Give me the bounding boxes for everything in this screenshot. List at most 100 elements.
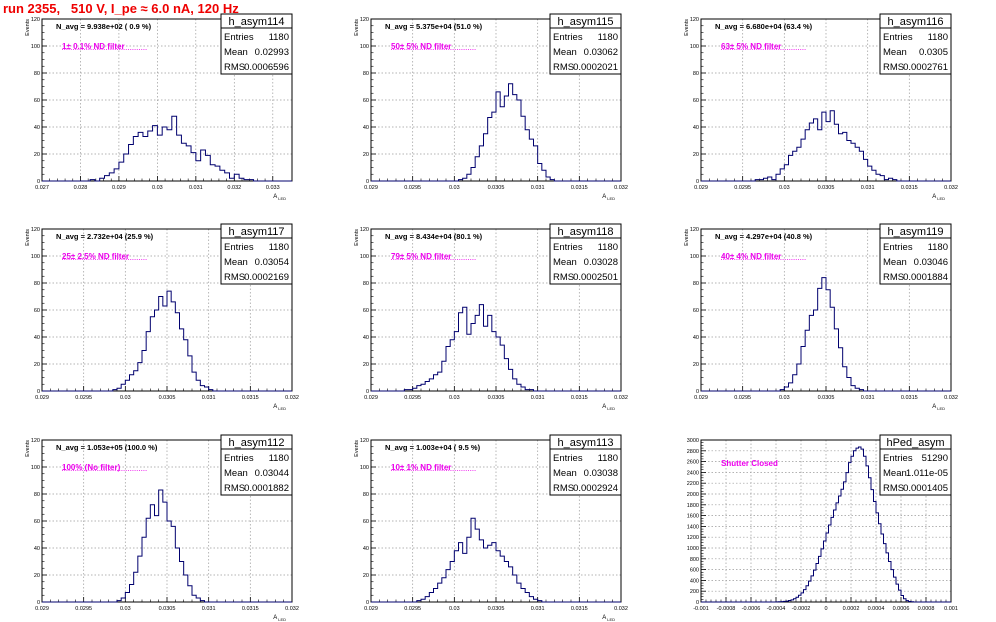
y-tick-label: 1000 [687, 546, 699, 552]
y-axis-label: Events [25, 19, 31, 36]
x-tick-label: 0.029 [364, 395, 378, 401]
stats-title: h_asym116 [887, 16, 943, 28]
navg-label: N_avg = 6.680e+04 (63.4 %) [715, 22, 813, 31]
x-tick-label: 0.0295 [404, 185, 421, 191]
y-tick-label: 2000 [687, 492, 699, 498]
x-tick-label: 0.03 [120, 395, 131, 401]
y-tick-label: 100 [360, 465, 369, 471]
y-tick-label: 80 [34, 281, 40, 287]
x-tick-label: 0.0315 [242, 606, 259, 612]
stats-box [549, 237, 622, 285]
stats-value: 1180 [598, 453, 618, 464]
y-tick-label: 0 [37, 179, 40, 185]
y-tick-label: 40 [693, 335, 699, 341]
y-tick-label: 0 [696, 389, 699, 395]
y-tick-label: 80 [693, 71, 699, 77]
filter-label: 50± 5% ND filter [391, 42, 451, 51]
x-tick-label: 0.0004 [868, 606, 885, 612]
stats-title: h_asym117 [228, 226, 284, 238]
x-tick-label: 0.03 [779, 185, 790, 191]
x-axis-label: ALED [932, 404, 945, 411]
stats-label: Entries [224, 453, 254, 464]
stats-label: Entries [553, 32, 583, 43]
x-tick-label: 0.03 [120, 606, 131, 612]
y-tick-label: 800 [690, 557, 699, 563]
stats-label: Entries [224, 242, 254, 253]
y-tick-label: 1200 [687, 535, 699, 541]
histogram-panel: 0 20 40 60 80 100 120 0.029 0.0295 0.03 0.0305 0.03… [684, 223, 958, 411]
x-tick-label: 0.0315 [571, 606, 588, 612]
stats-value: 0.03046 [914, 257, 948, 268]
x-tick-label: 0.0305 [488, 395, 505, 401]
histogram-line [42, 489, 292, 603]
y-tick-label: 100 [31, 254, 40, 260]
x-tick-label: 0.031 [189, 185, 203, 191]
y-tick-label: 2200 [687, 481, 699, 487]
y-tick-label: 3000 [687, 438, 699, 444]
navg-label: N_avg = 1.053e+05 (100.0 %) [56, 443, 158, 452]
y-tick-label: 80 [363, 281, 369, 287]
y-axis-label: Events [354, 440, 360, 457]
filter-label: 1± 0.1% ND filter [62, 42, 125, 51]
x-tick-label: 0.031 [861, 395, 875, 401]
y-axis-label: Events [25, 440, 31, 457]
y-tick-label: 40 [363, 546, 369, 552]
navg-label: N_avg = 4.297e+04 (40.8 %) [715, 232, 813, 241]
stats-label: Mean [224, 257, 248, 268]
stats-label: RMS [883, 483, 904, 494]
x-tick-label: 0.0002 [843, 606, 860, 612]
navg-label: N_avg = 2.732e+04 (25.9 %) [56, 232, 154, 241]
filter-label: 100% (No filter) [62, 463, 121, 472]
y-tick-label: 120 [690, 227, 699, 233]
stats-box [220, 237, 293, 285]
x-tick-label: 0.032 [285, 395, 299, 401]
stats-label: Mean [883, 257, 907, 268]
y-tick-label: 20 [34, 573, 40, 579]
y-tick-label: 60 [363, 308, 369, 314]
x-axis-label: ALED [602, 615, 615, 622]
x-tick-label: 0.032 [944, 395, 958, 401]
y-tick-label: 60 [693, 308, 699, 314]
y-tick-label: 60 [363, 519, 369, 525]
y-tick-label: 40 [363, 335, 369, 341]
y-tick-label: 40 [34, 546, 40, 552]
stats-value: 0.03038 [584, 468, 618, 479]
y-tick-label: 60 [34, 98, 40, 104]
x-tick-label: 0.032 [944, 185, 958, 191]
x-tick-label: 0.0008 [918, 606, 935, 612]
x-tick-label: 0.031 [531, 185, 545, 191]
x-tick-label: 0.0295 [404, 606, 421, 612]
x-tick-label: 0.0305 [159, 395, 176, 401]
x-tick-label: 0.03 [449, 395, 460, 401]
stats-value: 1180 [269, 242, 289, 253]
x-axis-label: ALED [602, 404, 615, 411]
x-tick-label: 0.029 [364, 606, 378, 612]
page-title: run 2355, 510 V, I_pe ≈ 6.0 nA, 120 Hz [3, 1, 239, 16]
x-tick-label: 0.0006 [893, 606, 910, 612]
stats-box [879, 237, 952, 285]
stats-label: Entries [883, 453, 913, 464]
stats-value: 0.03044 [255, 468, 289, 479]
stats-label: Mean [883, 47, 907, 58]
stats-title: h_asym115 [557, 16, 613, 28]
histogram-panel: 0 20 40 60 80 100 120 0.029 0.0295 0.03 0.0305 0.03… [354, 223, 628, 411]
x-tick-label: 0.0315 [571, 185, 588, 191]
y-tick-label: 60 [34, 308, 40, 314]
y-tick-label: 1400 [687, 524, 699, 530]
x-tick-label: -0.0008 [717, 606, 736, 612]
x-tick-label: 0.029 [694, 185, 708, 191]
x-tick-label: 0.0305 [488, 185, 505, 191]
x-tick-label: 0.0305 [818, 395, 835, 401]
stats-value: 0.0002169 [244, 272, 289, 283]
x-tick-label: 0.0295 [404, 395, 421, 401]
x-tick-label: 0 [824, 606, 827, 612]
y-tick-label: 80 [34, 71, 40, 77]
histogram-panel: 0 20 40 60 80 100 120 0.029 0.0295 0.03 0.0305 0.03… [684, 13, 958, 201]
y-tick-label: 40 [34, 335, 40, 341]
stats-title: hPed_asym [886, 437, 944, 449]
x-tick-label: 0.032 [285, 606, 299, 612]
stats-value: 1180 [269, 32, 289, 43]
x-tick-label: -0.0002 [792, 606, 811, 612]
stats-label: RMS [883, 272, 904, 283]
y-tick-label: 20 [34, 362, 40, 368]
